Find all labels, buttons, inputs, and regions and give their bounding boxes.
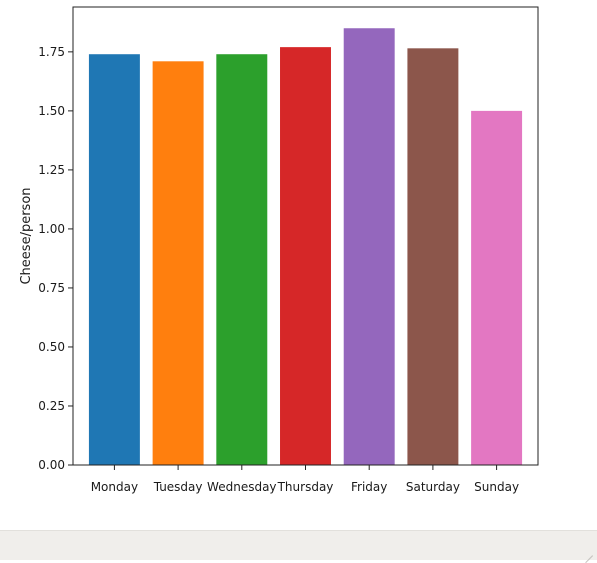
bars-group — [88, 28, 523, 466]
bar-monday — [88, 54, 140, 466]
bar-wednesday — [216, 54, 268, 466]
bar-saturday — [407, 48, 459, 466]
y-tick-label: 1.25 — [38, 163, 65, 177]
y-tick-label: 1.50 — [38, 104, 65, 118]
bar-sunday — [471, 110, 523, 466]
y-tick-label: 0.50 — [38, 340, 65, 354]
y-tick-label: 0.75 — [38, 281, 65, 295]
bar-tuesday — [152, 61, 204, 465]
y-axis-label: Cheese/person — [19, 187, 34, 284]
bar-chart: 0.00 0.25 0.50 0.75 1.00 1.25 1.50 1.75 Monday T… — [19, 6, 539, 494]
x-tick-label-friday: Friday — [351, 480, 387, 494]
bar-thursday — [280, 47, 331, 465]
x-tick-label-wednesday: Wednesday — [207, 480, 276, 494]
resize-grip-icon[interactable] — [583, 546, 593, 556]
x-tick-label-saturday: Saturday — [406, 480, 460, 494]
x-axis-ticks: Monday Tuesday Wednesday Thursday Friday Satu… — [91, 465, 519, 494]
y-tick-label: 1.75 — [38, 45, 65, 59]
y-tick-label: 1.00 — [38, 222, 65, 236]
x-tick-label-thursday: Thursday — [277, 480, 334, 494]
window-footer — [0, 530, 597, 560]
x-tick-label-sunday: Sunday — [474, 480, 519, 494]
bar-friday — [343, 28, 395, 465]
y-tick-label: 0.00 — [38, 458, 65, 472]
x-tick-label-monday: Monday — [91, 480, 138, 494]
y-axis-ticks: 0.00 0.25 0.50 0.75 1.00 1.25 1.50 1.75 — [38, 45, 73, 472]
x-tick-label-tuesday: Tuesday — [153, 480, 203, 494]
y-tick-label: 0.25 — [38, 399, 65, 413]
